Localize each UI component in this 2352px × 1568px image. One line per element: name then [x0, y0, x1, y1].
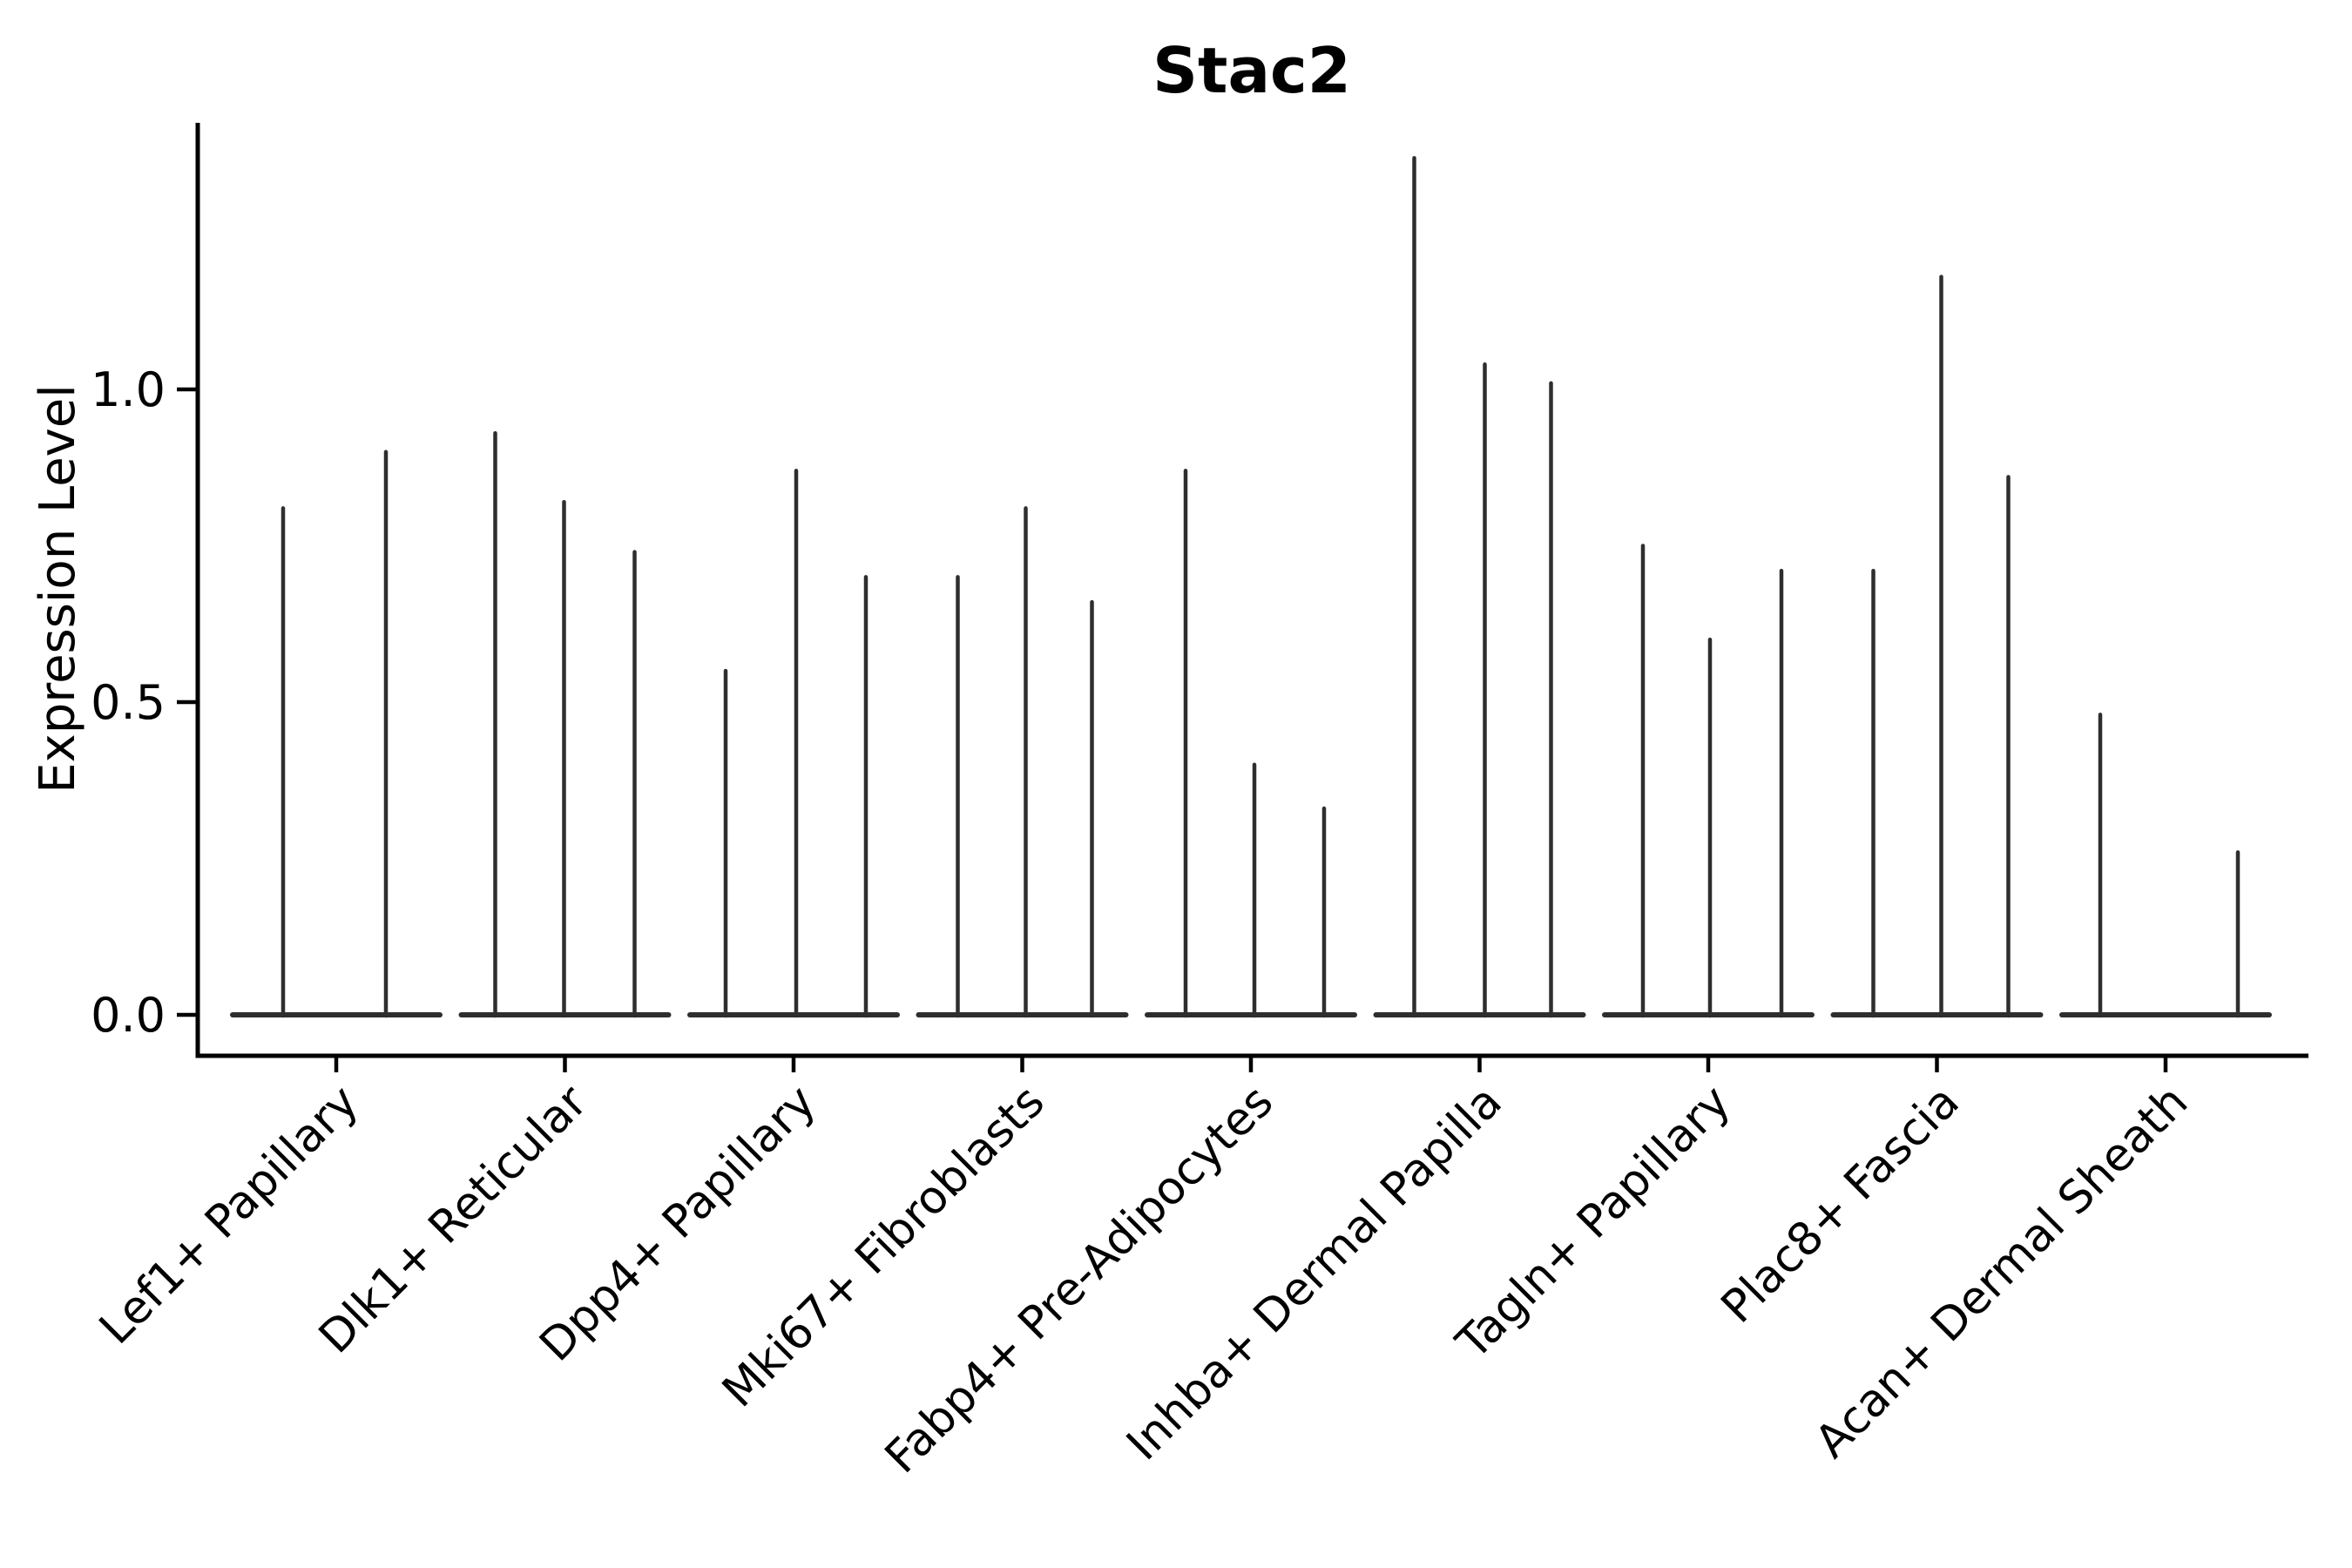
- violins-layer: [230, 156, 2272, 1018]
- chart-title: Stac2: [1152, 34, 1351, 107]
- violin-base: [1373, 1012, 1586, 1017]
- violin-base: [916, 1012, 1129, 1017]
- x-tick-label: Plac8+ Fascia: [1712, 1076, 1970, 1334]
- violin-base: [687, 1012, 900, 1017]
- y-axis: 0.0 0.5 1.0: [91, 123, 200, 1058]
- violin-base: [230, 1012, 443, 1017]
- violin-base: [1830, 1012, 2044, 1017]
- y-tick-label: 1.0: [91, 362, 166, 417]
- x-tick-label: Acan+ Dermal Sheath: [1806, 1076, 2199, 1469]
- y-axis-label: Expression Level: [30, 384, 86, 794]
- x-tick-label: Fabp4+ Pre-Adipocytes: [875, 1076, 1283, 1484]
- y-tick-label: 0.5: [91, 675, 166, 730]
- y-tick-label: 0.0: [91, 988, 166, 1043]
- violin-base: [1145, 1012, 1357, 1017]
- x-tick-label: Inhba+ Dermal Papilla: [1117, 1076, 1511, 1470]
- violin-base: [2059, 1012, 2272, 1017]
